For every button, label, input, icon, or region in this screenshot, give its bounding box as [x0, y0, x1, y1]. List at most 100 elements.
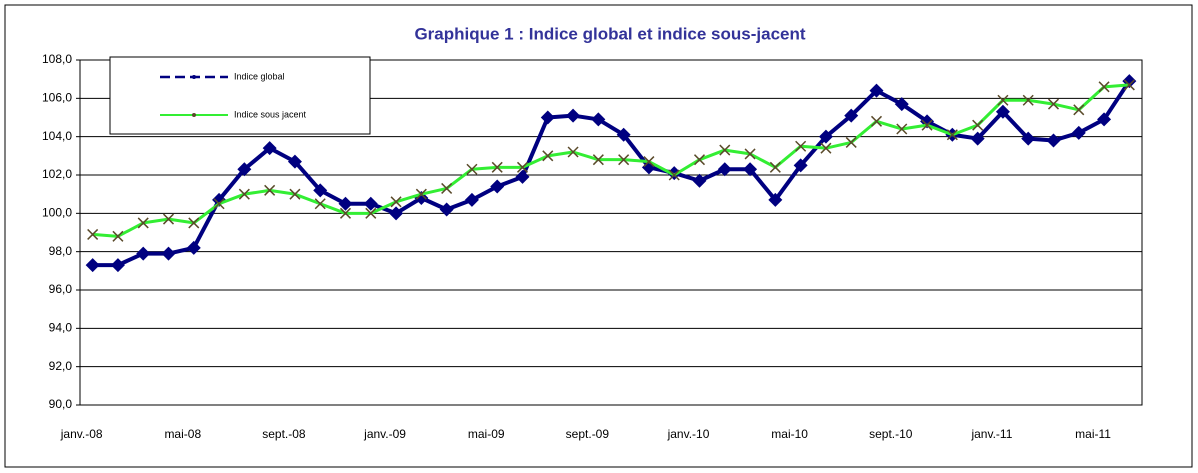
legend-box: [109, 56, 371, 135]
point: [188, 217, 200, 229]
point: [997, 94, 1009, 106]
point: [390, 196, 402, 208]
point: [136, 246, 151, 261]
point: [237, 162, 252, 177]
x-tick-label: sept.-09: [566, 427, 610, 441]
chart-title: Graphique 1 : Indice global et indice so…: [414, 24, 805, 43]
point: [643, 156, 655, 168]
point: [439, 202, 454, 217]
point: [1046, 133, 1061, 148]
point: [693, 154, 706, 166]
point: [112, 230, 124, 242]
x-tick-label: sept.-10: [869, 427, 913, 441]
point: [946, 129, 958, 141]
point: [591, 112, 606, 127]
point: [972, 119, 984, 131]
point: [1098, 81, 1110, 93]
point: [567, 146, 579, 158]
y-tick-label: 90,0: [49, 397, 73, 411]
point: [995, 104, 1010, 119]
y-tick-label: 100,0: [42, 206, 72, 220]
point: [490, 179, 505, 194]
point: [1073, 104, 1085, 116]
point: [161, 246, 176, 261]
x-tick-label: janv.-10: [667, 427, 710, 441]
point: [540, 110, 555, 125]
point: [415, 188, 427, 200]
x-tick-label: janv.-11: [970, 427, 1012, 441]
x-tick-label: mai-08: [164, 427, 201, 441]
point: [1071, 125, 1086, 140]
point: [238, 188, 250, 200]
point: [389, 206, 404, 221]
point: [743, 162, 758, 177]
x-tick-label: mai-10: [771, 427, 808, 441]
point: [845, 136, 857, 148]
point: [262, 141, 277, 156]
point: [668, 169, 680, 181]
point: [186, 240, 201, 255]
y-tick-label: 98,0: [49, 244, 73, 258]
legend-marker: [192, 113, 196, 117]
point: [515, 169, 530, 184]
x-tick-label: sept.-08: [262, 427, 306, 441]
x-tick-label: mai-11: [1075, 427, 1111, 441]
point: [566, 108, 581, 123]
y-tick-label: 108,0: [42, 52, 72, 66]
point: [921, 119, 933, 131]
point: [717, 162, 732, 177]
x-tick-label: janv.-08: [60, 427, 103, 441]
point: [87, 228, 99, 240]
point: [820, 142, 832, 154]
point: [110, 258, 125, 273]
point: [313, 183, 328, 198]
point: [314, 198, 326, 210]
legend-label: Indice sous jacent: [234, 109, 307, 119]
legend-marker: [192, 75, 196, 79]
point: [491, 161, 503, 173]
point: [1022, 94, 1034, 106]
point: [768, 192, 783, 207]
point: [870, 115, 883, 127]
point: [1123, 79, 1135, 91]
point: [338, 196, 353, 211]
legend-label: Indice global: [234, 71, 285, 81]
point: [339, 207, 352, 219]
point: [264, 184, 276, 196]
point: [1021, 131, 1036, 146]
point: [363, 196, 378, 211]
point: [287, 154, 302, 169]
point: [1097, 112, 1112, 127]
x-tick-label: mai-09: [468, 427, 505, 441]
point: [365, 207, 377, 219]
point: [289, 188, 301, 200]
point: [516, 161, 529, 173]
y-tick-label: 106,0: [42, 91, 72, 105]
point: [719, 144, 731, 156]
point: [818, 129, 833, 144]
y-tick-label: 104,0: [42, 129, 72, 143]
point: [769, 161, 781, 173]
y-tick-label: 96,0: [49, 282, 73, 296]
point: [896, 123, 908, 135]
point: [441, 182, 453, 194]
point: [667, 166, 682, 181]
point: [692, 173, 707, 188]
point: [793, 158, 808, 173]
point: [85, 258, 100, 273]
point: [894, 97, 909, 112]
point: [795, 140, 807, 152]
point: [542, 150, 554, 162]
y-tick-label: 94,0: [49, 321, 73, 335]
point: [869, 83, 884, 98]
y-tick-label: 92,0: [49, 359, 73, 373]
x-tick-label: janv.-09: [363, 427, 406, 441]
point: [970, 131, 985, 146]
point: [466, 163, 478, 175]
point: [592, 154, 604, 166]
point: [618, 154, 630, 166]
point: [744, 148, 756, 160]
point: [464, 192, 479, 207]
point: [616, 127, 631, 142]
